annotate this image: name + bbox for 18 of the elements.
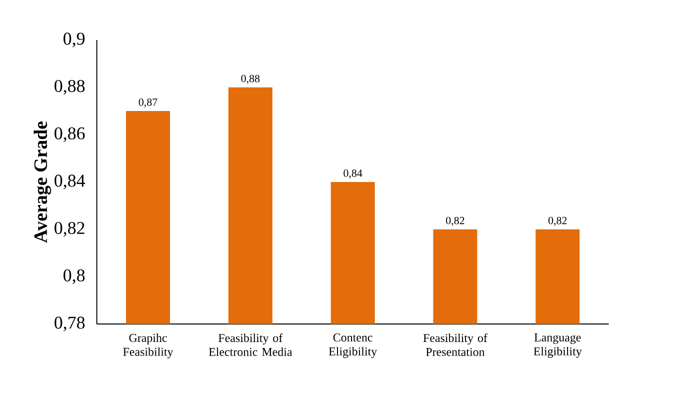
x-tick-label: Feasibility of Electronic Media xyxy=(208,334,292,356)
data-label: 0,84 xyxy=(344,170,362,178)
y-axis-title: Average Grade xyxy=(34,121,52,243)
x-tick-label: Feasibility of Presentation xyxy=(423,334,488,356)
data-label: 0,82 xyxy=(548,216,567,226)
data-label: 0,88 xyxy=(241,74,260,84)
x-tick-label: Grapihc Feasibility xyxy=(123,334,174,358)
y-tick-label: 0,88 xyxy=(54,80,85,95)
data-label: 0,82 xyxy=(446,216,464,226)
x-tick-label: Language Eligibility xyxy=(534,334,582,358)
y-tick-label: 0,82 xyxy=(54,222,84,237)
y-tick-label: 0,78 xyxy=(54,316,85,332)
y-tick-label: 0,8 xyxy=(64,269,85,284)
y-tick-label: 0,86 xyxy=(54,127,85,142)
x-tick-label: Contenc Eligibility xyxy=(328,334,378,358)
y-tick-label: 0,84 xyxy=(54,174,86,190)
y-tick-label: 0,9 xyxy=(64,32,85,48)
data-label: 0,87 xyxy=(138,98,158,108)
